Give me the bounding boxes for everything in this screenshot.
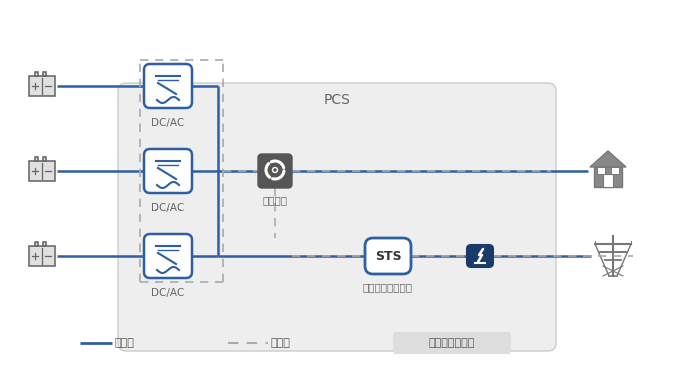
Bar	[29, 161, 55, 181]
Text: 交鑰匙解决方案: 交鑰匙解决方案	[429, 338, 475, 348]
Polygon shape	[590, 151, 626, 167]
Text: 静态开关（选配）: 静态开关（选配）	[363, 282, 413, 292]
Text: DC/AC: DC/AC	[151, 288, 185, 298]
Text: 动力线: 动力线	[115, 338, 135, 348]
Bar	[35, 72, 38, 76]
Text: 通讯线: 通讯线	[271, 338, 291, 348]
Text: 监控单元: 监控单元	[263, 195, 288, 205]
FancyBboxPatch shape	[467, 245, 493, 267]
Bar	[603, 174, 613, 187]
Bar	[597, 167, 605, 174]
Text: DC/AC: DC/AC	[151, 203, 185, 213]
Circle shape	[273, 167, 278, 173]
Bar	[43, 72, 46, 76]
Text: ·  ·  ·: · · ·	[154, 204, 182, 217]
FancyBboxPatch shape	[365, 238, 411, 274]
FancyBboxPatch shape	[258, 154, 292, 188]
Bar	[35, 242, 38, 246]
Text: DC/AC: DC/AC	[151, 118, 185, 128]
Bar	[611, 167, 619, 174]
Bar	[43, 157, 46, 161]
Text: PCS: PCS	[323, 93, 351, 107]
FancyBboxPatch shape	[118, 83, 556, 351]
FancyBboxPatch shape	[144, 149, 192, 193]
FancyBboxPatch shape	[144, 234, 192, 278]
FancyBboxPatch shape	[144, 64, 192, 108]
Bar	[594, 167, 622, 187]
Text: STS: STS	[374, 250, 401, 263]
Bar	[43, 242, 46, 246]
Bar	[29, 76, 55, 96]
FancyBboxPatch shape	[393, 332, 511, 354]
Bar	[29, 246, 55, 266]
Bar	[35, 157, 38, 161]
